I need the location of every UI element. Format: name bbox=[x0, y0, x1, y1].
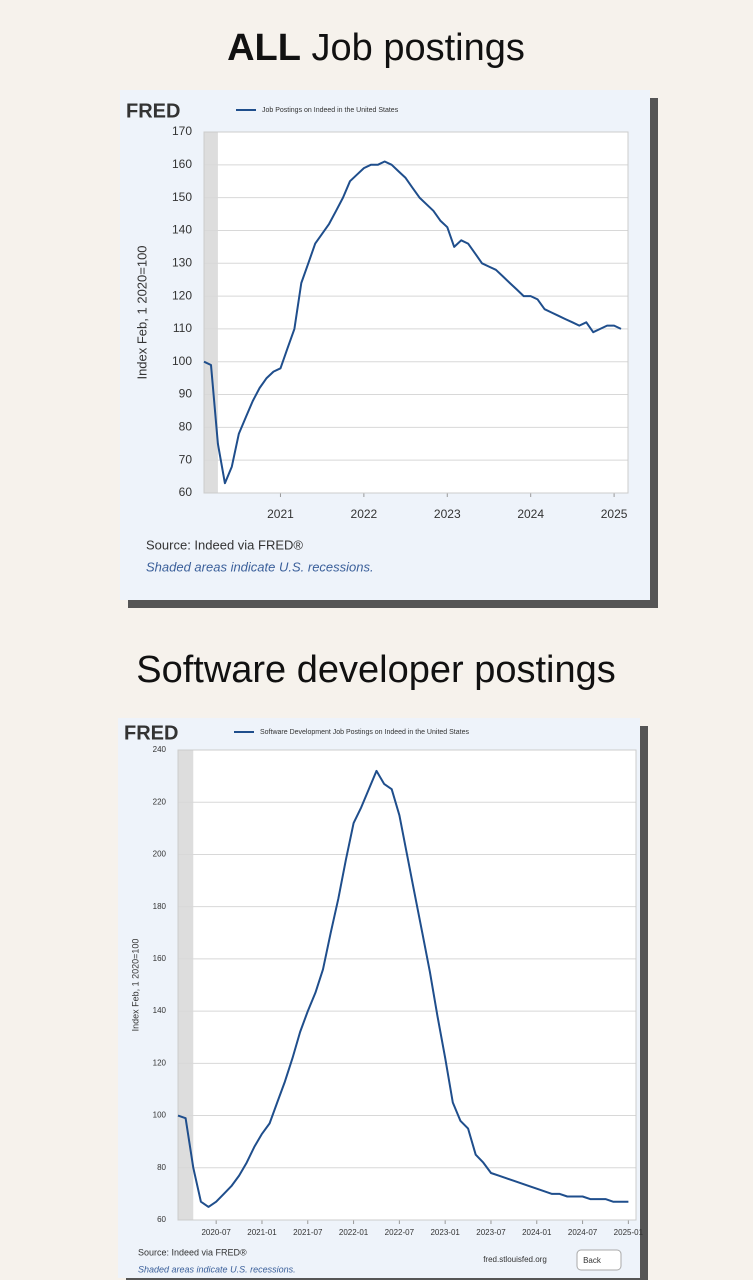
plot-border bbox=[177, 749, 637, 1221]
y-tick-label: 180 bbox=[153, 902, 167, 911]
y-axis-label: Index Feb, 1 2020=100 bbox=[134, 245, 149, 379]
fred-logo: FRED bbox=[126, 100, 180, 122]
y-tick-label: 90 bbox=[179, 387, 193, 401]
x-tick-label: 2024-01 bbox=[522, 1228, 552, 1237]
y-tick-label: 130 bbox=[172, 255, 192, 269]
y-tick-label: 200 bbox=[153, 850, 167, 859]
plot-border bbox=[203, 131, 629, 494]
x-tick-label: 2021-01 bbox=[247, 1228, 277, 1237]
y-tick-label: 140 bbox=[172, 223, 192, 237]
y-tick-label: 80 bbox=[157, 1163, 166, 1172]
y-tick-label: 120 bbox=[172, 288, 192, 302]
y-tick-label: 140 bbox=[153, 1006, 167, 1015]
heading: Software developer postings bbox=[136, 649, 616, 691]
x-tick-label: 2024-07 bbox=[568, 1228, 598, 1237]
heading-text: Software developer postings bbox=[136, 649, 616, 691]
series-line bbox=[177, 769, 629, 1208]
y-tick-label: 110 bbox=[173, 321, 192, 335]
x-tick-label: 2022 bbox=[351, 507, 378, 521]
note: Shaded areas indicate U.S. recessions. bbox=[138, 1264, 296, 1274]
x-tick-label: 2023-07 bbox=[476, 1228, 506, 1237]
y-axis-label: Index Feb, 1 2020=100 bbox=[130, 939, 140, 1032]
y-tick-label: 120 bbox=[153, 1058, 167, 1067]
back-button-label[interactable]: Back bbox=[583, 1256, 602, 1265]
y-tick-label: 220 bbox=[153, 797, 167, 806]
x-tick-label: 2022-01 bbox=[339, 1228, 369, 1237]
plot-area bbox=[178, 750, 636, 1220]
y-tick-label: 240 bbox=[153, 745, 167, 754]
y-tick-label: 70 bbox=[179, 452, 193, 466]
x-tick-label: 2023 bbox=[434, 507, 461, 521]
x-tick-label: 2020-07 bbox=[201, 1228, 231, 1237]
x-tick-label: 2022-07 bbox=[385, 1228, 415, 1237]
y-tick-label: 100 bbox=[172, 354, 192, 368]
series-line bbox=[203, 160, 622, 485]
y-tick-label: 100 bbox=[153, 1111, 167, 1120]
legend-label: Software Development Job Postings on Ind… bbox=[260, 729, 469, 736]
x-tick-label: 2021-07 bbox=[293, 1228, 323, 1237]
source: Source: Indeed via FRED® bbox=[138, 1247, 247, 1257]
source: Source: Indeed via FRED® bbox=[146, 537, 303, 552]
heading: ALL Job postings bbox=[227, 27, 525, 69]
x-tick-label: 2023-01 bbox=[430, 1228, 460, 1237]
y-tick-label: 150 bbox=[172, 190, 192, 204]
heading-space bbox=[301, 27, 312, 69]
y-tick-label: 160 bbox=[172, 157, 192, 171]
plot-area bbox=[204, 132, 628, 493]
x-tick-label: 2021 bbox=[267, 507, 294, 521]
legend-label: Job Postings on Indeed in the United Sta… bbox=[262, 107, 399, 114]
site-link: fred.stlouisfed.org bbox=[483, 1255, 547, 1264]
heading-bold: ALL bbox=[227, 27, 301, 69]
recession-shade bbox=[178, 750, 194, 1220]
x-tick-label: 2025-01 bbox=[614, 1228, 644, 1237]
back-button[interactable] bbox=[576, 1249, 622, 1271]
heading-text: Job postings bbox=[312, 27, 525, 69]
y-tick-label: 170 bbox=[172, 124, 192, 138]
fred-logo: FRED bbox=[124, 722, 178, 744]
x-tick-label: 2024 bbox=[517, 507, 544, 521]
x-tick-label: 2025 bbox=[601, 507, 628, 521]
y-tick-label: 60 bbox=[157, 1215, 166, 1224]
y-tick-label: 80 bbox=[179, 420, 193, 434]
y-tick-label: 60 bbox=[179, 485, 193, 499]
note: Shaded areas indicate U.S. recessions. bbox=[146, 559, 374, 574]
y-tick-label: 160 bbox=[153, 954, 167, 963]
recession-shade bbox=[204, 132, 218, 493]
